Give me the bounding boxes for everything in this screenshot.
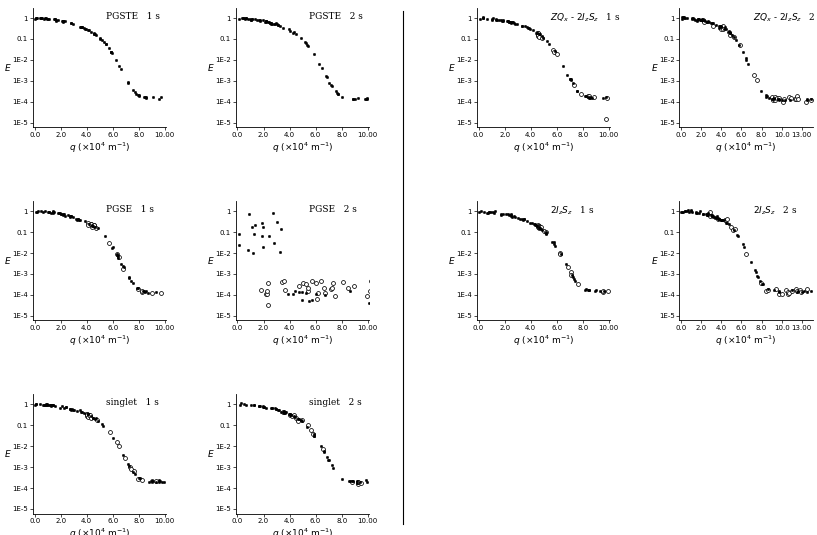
- Y-axis label: $E$: $E$: [4, 62, 11, 73]
- Y-axis label: $E$: $E$: [4, 448, 11, 460]
- Y-axis label: $E$: $E$: [448, 62, 456, 73]
- Text: PGSTE   1 s: PGSTE 1 s: [106, 12, 160, 21]
- Text: $2I_zS_z$   1 s: $2I_zS_z$ 1 s: [550, 205, 595, 217]
- X-axis label: $q$ ($\times$10$^4$ m$^{-1}$): $q$ ($\times$10$^4$ m$^{-1}$): [512, 333, 574, 348]
- X-axis label: $q$ ($\times$10$^4$ m$^{-1}$): $q$ ($\times$10$^4$ m$^{-1}$): [69, 140, 130, 155]
- X-axis label: $q$ ($\times$10$^4$ m$^{-1}$): $q$ ($\times$10$^4$ m$^{-1}$): [271, 526, 333, 535]
- Text: PGSE   2 s: PGSE 2 s: [309, 205, 357, 214]
- Text: singlet   1 s: singlet 1 s: [106, 398, 159, 407]
- Y-axis label: $E$: $E$: [4, 255, 11, 266]
- Y-axis label: $E$: $E$: [207, 448, 215, 460]
- Y-axis label: $E$: $E$: [207, 62, 215, 73]
- Text: $ZQ_x$ - $2I_zS_z$   1 s: $ZQ_x$ - $2I_zS_z$ 1 s: [550, 12, 621, 24]
- Y-axis label: $E$: $E$: [650, 255, 659, 266]
- Y-axis label: $E$: $E$: [448, 255, 456, 266]
- X-axis label: $q$ ($\times$10$^4$ m$^{-1}$): $q$ ($\times$10$^4$ m$^{-1}$): [271, 140, 333, 155]
- Text: PGSE   1 s: PGSE 1 s: [106, 205, 154, 214]
- Text: $ZQ_x$ - $2I_zS_z$   2 s: $ZQ_x$ - $2I_zS_z$ 2 s: [752, 12, 817, 24]
- Text: singlet   2 s: singlet 2 s: [309, 398, 362, 407]
- X-axis label: $q$ ($\times$10$^4$ m$^{-1}$): $q$ ($\times$10$^4$ m$^{-1}$): [512, 140, 574, 155]
- Y-axis label: $E$: $E$: [207, 255, 215, 266]
- X-axis label: $q$ ($\times$10$^4$ m$^{-1}$): $q$ ($\times$10$^4$ m$^{-1}$): [716, 333, 777, 348]
- Y-axis label: $E$: $E$: [650, 62, 659, 73]
- X-axis label: $q$ ($\times$10$^4$ m$^{-1}$): $q$ ($\times$10$^4$ m$^{-1}$): [69, 333, 130, 348]
- X-axis label: $q$ ($\times$10$^4$ m$^{-1}$): $q$ ($\times$10$^4$ m$^{-1}$): [271, 333, 333, 348]
- X-axis label: $q$ ($\times$10$^4$ m$^{-1}$): $q$ ($\times$10$^4$ m$^{-1}$): [69, 526, 130, 535]
- Text: PGSTE   2 s: PGSTE 2 s: [309, 12, 363, 21]
- X-axis label: $q$ ($\times$10$^4$ m$^{-1}$): $q$ ($\times$10$^4$ m$^{-1}$): [716, 140, 777, 155]
- Text: $2I_zS_z$   2 s: $2I_zS_z$ 2 s: [752, 205, 797, 217]
